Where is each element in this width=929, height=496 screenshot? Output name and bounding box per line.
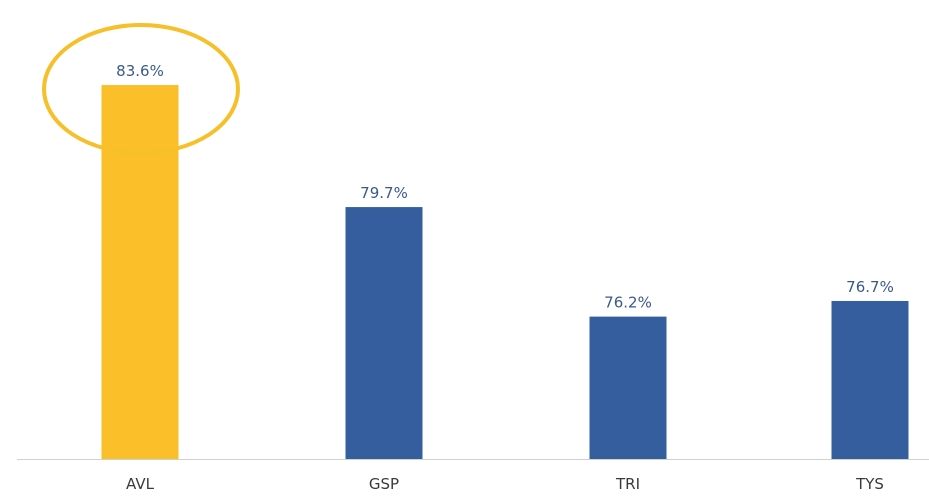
bar-gsp [345, 207, 423, 459]
bar-tys [831, 300, 909, 459]
value-label-tri: 76.2% [604, 294, 652, 312]
bar-tri [589, 316, 667, 459]
bar-avl [101, 85, 179, 460]
category-labels-group: AVL GSP TRI TYS [126, 475, 884, 493]
value-label-avl: 83.6% [116, 62, 164, 80]
category-label-gsp: GSP [369, 475, 399, 493]
category-label-tys: TYS [855, 475, 884, 493]
bars-group [101, 85, 909, 460]
value-label-tys: 76.7% [846, 278, 894, 296]
value-label-gsp: 79.7% [360, 184, 408, 202]
category-label-avl: AVL [126, 475, 155, 493]
value-labels-group: 83.6% 79.7% 76.2% 76.7% [116, 62, 894, 312]
category-label-tri: TRI [615, 475, 640, 493]
highlight-ring [42, 23, 240, 155]
